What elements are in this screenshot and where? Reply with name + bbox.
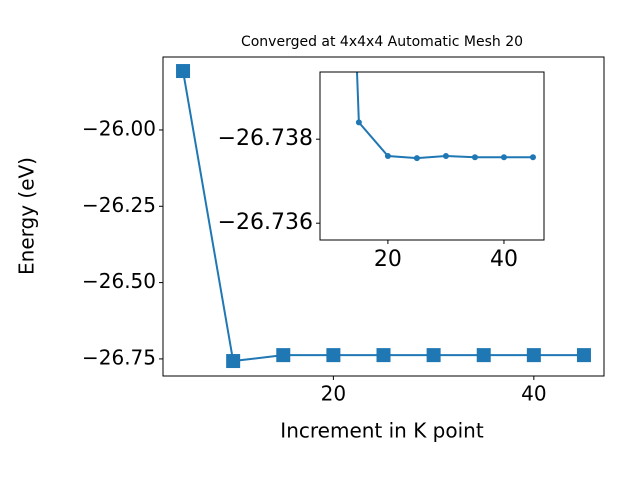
plot-content xyxy=(355,72,536,162)
axes-frame xyxy=(162,56,605,377)
marker xyxy=(526,348,541,363)
marker xyxy=(476,348,491,363)
marker xyxy=(376,348,391,363)
marker xyxy=(384,153,391,159)
line xyxy=(356,72,533,160)
x-tick-label: 40 xyxy=(490,247,518,272)
chart-title: Converged at 4x4x4 Automatic Mesh 20 xyxy=(241,34,523,50)
marker xyxy=(500,154,507,161)
marker xyxy=(355,119,362,126)
y-tick-label: −26.75 xyxy=(82,345,156,369)
marker xyxy=(529,154,536,161)
marker xyxy=(176,64,191,79)
plot-content xyxy=(176,64,591,369)
y-tick-label: −26.736 xyxy=(218,210,313,235)
y-axis-label: Energy (eV) xyxy=(15,157,39,275)
x-tick-label: 40 xyxy=(521,382,546,406)
x-tick-label: 20 xyxy=(374,247,402,272)
marker xyxy=(276,348,291,363)
x-tick-label: 20 xyxy=(321,382,346,406)
marker xyxy=(471,154,478,161)
y-tick-label: −26.50 xyxy=(82,269,156,293)
marker xyxy=(413,155,420,162)
marker xyxy=(326,348,341,363)
marker xyxy=(442,153,449,159)
marker xyxy=(426,348,441,363)
marker xyxy=(226,354,241,369)
marker xyxy=(576,348,591,363)
x-axis-label: Increment in K point xyxy=(280,419,484,443)
y-tick-label: −26.25 xyxy=(82,193,156,217)
y-tick-label: −26.738 xyxy=(218,126,313,151)
y-tick-label: −26.00 xyxy=(82,116,156,140)
plot-area xyxy=(320,72,544,240)
axes-frame xyxy=(319,71,545,241)
